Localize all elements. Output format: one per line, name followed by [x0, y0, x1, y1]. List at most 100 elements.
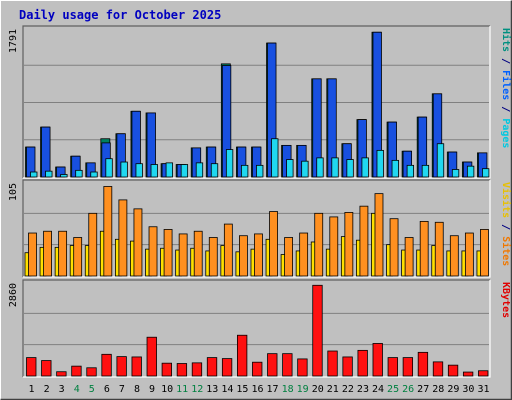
x-tick-day-19: 19 — [297, 384, 309, 395]
x-tick-day-25: 25 — [387, 384, 399, 395]
bar-sites-day-8 — [133, 208, 143, 277]
x-tick-day-30: 30 — [462, 384, 474, 395]
bar-sites-day-3 — [58, 230, 68, 277]
panel-hits-inset-highlight — [23, 26, 491, 179]
bar-sites-day-18 — [284, 237, 294, 277]
bar-pages-day-31 — [482, 168, 490, 178]
legend-entry: Visits — [500, 182, 512, 218]
bar-sites-day-21 — [329, 216, 339, 277]
bar-pages-day-13 — [210, 163, 219, 178]
bar-pages-day-23 — [361, 157, 369, 178]
x-tick-day-10: 10 — [161, 384, 173, 395]
bar-pages-day-26 — [406, 164, 415, 178]
bar-sites-day-22 — [344, 212, 354, 277]
bar-sites-day-13 — [208, 237, 218, 277]
bar-pages-day-25 — [391, 159, 399, 178]
panel-kbytes-inset-highlight — [23, 280, 491, 378]
x-tick-day-28: 28 — [432, 384, 444, 395]
bar-sites-day-26 — [404, 237, 414, 277]
panel-hits-inset-shadow — [22, 25, 490, 178]
bar-sites-day-28 — [434, 221, 444, 277]
x-tick-day-6: 6 — [104, 384, 110, 395]
bar-pages-day-15 — [240, 164, 249, 178]
bar-kbytes-day-7 — [116, 356, 127, 377]
panel-visits-ymax-label: 105 — [8, 183, 19, 201]
x-tick-day-31: 31 — [477, 384, 489, 395]
bar-sites-day-17 — [269, 211, 278, 277]
bar-sites-day-27 — [419, 220, 429, 277]
x-tick-day-27: 27 — [417, 384, 429, 395]
bar-pages-day-12 — [195, 162, 204, 178]
panel-visits-inset-shadow — [22, 179, 490, 277]
bar-sites-day-5 — [88, 212, 98, 277]
x-tick-labels: 1 2 3 4 5 6 7 8 9 10 11 12 13 14 15 16 17 18 19 20 21 22 23 24 2… — [29, 384, 490, 395]
bar-pages-day-4 — [75, 169, 83, 178]
panel-kbytes-legend: KBytes — [500, 282, 511, 318]
panel-visits-inset-highlight — [23, 180, 491, 278]
bar-sites-day-20 — [314, 212, 324, 277]
legend-entry: Files — [500, 70, 512, 100]
bar-pages-day-20 — [316, 157, 324, 178]
bar-pages-day-7 — [120, 161, 128, 178]
bar-sites-day-11 — [178, 233, 188, 277]
bar-pages-day-6 — [105, 158, 113, 178]
bar-pages-day-11 — [180, 164, 189, 178]
x-tick-day-23: 23 — [357, 384, 369, 395]
x-tick-day-18: 18 — [282, 384, 294, 395]
panel-hits: 1791 Hits / Files / Pages — [8, 25, 512, 179]
bar-pages-day-5 — [90, 171, 98, 178]
series-pages — [30, 138, 490, 178]
legend-entry: / — [500, 218, 511, 236]
bar-kbytes-day-17 — [267, 353, 278, 377]
series-sites — [28, 186, 489, 277]
bar-sites-day-25 — [389, 218, 399, 277]
bar-pages-day-30 — [466, 165, 475, 178]
x-tick-day-17: 17 — [267, 384, 279, 395]
bar-kbytes-day-20 — [312, 284, 323, 377]
panel-kbytes-inset-shadow — [22, 279, 490, 377]
x-tick-day-22: 22 — [342, 384, 354, 395]
bar-kbytes-day-21 — [327, 350, 338, 377]
bar-sites-day-14 — [223, 223, 233, 277]
bar-sites-day-31 — [480, 229, 489, 277]
legend-entry: Hits — [500, 28, 512, 52]
panel-kbytes: 2860 KBytes — [8, 279, 511, 378]
bar-kbytes-day-10 — [161, 362, 172, 377]
bar-sites-day-23 — [359, 205, 369, 277]
bar-kbytes-day-14 — [221, 358, 233, 377]
bar-pages-day-14 — [225, 149, 234, 178]
bar-kbytes-day-22 — [342, 356, 353, 377]
x-tick-day-26: 26 — [402, 384, 414, 395]
x-tick-day-3: 3 — [59, 384, 65, 395]
bar-kbytes-day-6 — [101, 353, 112, 377]
legend-entry: / — [500, 52, 511, 70]
bar-kbytes-day-8 — [131, 356, 142, 377]
chart-title: Daily usage for October 2025 — [19, 8, 221, 22]
bar-sites-day-12 — [193, 230, 203, 277]
bar-pages-day-9 — [150, 164, 158, 178]
x-tick-day-1: 1 — [29, 384, 35, 395]
bar-kbytes-day-28 — [432, 361, 444, 377]
bar-kbytes-day-27 — [417, 351, 429, 377]
x-tick-day-24: 24 — [372, 384, 384, 395]
bar-pages-day-3 — [60, 174, 68, 178]
bar-kbytes-day-18 — [282, 353, 293, 377]
bar-sites-day-30 — [464, 232, 474, 277]
bar-sites-day-24 — [374, 193, 384, 277]
panel-visits-legend: Visits / Sites — [500, 182, 512, 266]
bar-kbytes-day-30 — [462, 371, 474, 377]
x-tick-day-12: 12 — [191, 384, 203, 395]
panel-visits: 105 Visits / Sites — [8, 179, 512, 278]
x-tick-day-14: 14 — [221, 384, 233, 395]
legend-entry: Sites — [500, 236, 512, 266]
bar-kbytes-day-1 — [26, 357, 37, 377]
bar-kbytes-day-2 — [41, 360, 52, 377]
bar-kbytes-day-26 — [402, 357, 414, 377]
x-tick-day-16: 16 — [251, 384, 263, 395]
bar-sites-day-15 — [238, 235, 248, 277]
bar-kbytes-day-29 — [447, 364, 459, 377]
bar-pages-day-18 — [286, 159, 294, 178]
x-tick-day-7: 7 — [119, 384, 125, 395]
legend-entry: Pages — [500, 118, 511, 148]
